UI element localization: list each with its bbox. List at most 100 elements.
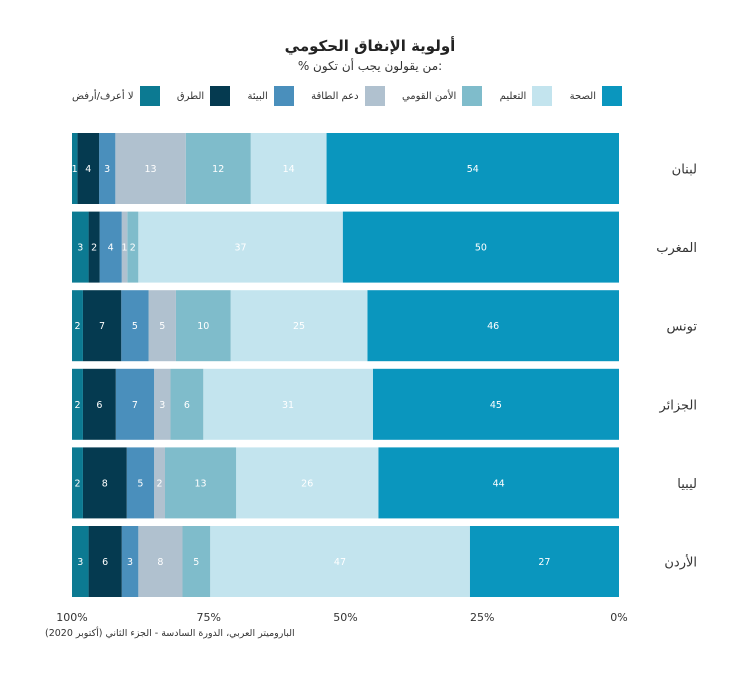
data-label: 5 bbox=[137, 478, 143, 489]
bar-segment bbox=[127, 211, 139, 283]
legend-swatch bbox=[364, 86, 385, 106]
data-label: 3 bbox=[127, 557, 133, 568]
data-label: 8 bbox=[157, 557, 163, 568]
bar-segment bbox=[82, 447, 127, 519]
bar-segment bbox=[469, 526, 619, 597]
data-label: 13 bbox=[195, 478, 207, 489]
legend-label: لا أعرف/أرفض bbox=[72, 90, 134, 102]
bar-segment bbox=[121, 526, 139, 597]
legend-label: التعليم bbox=[499, 90, 527, 102]
legend-label: الطرق bbox=[176, 90, 205, 102]
category-label: المغرب bbox=[656, 241, 697, 256]
data-label: 46 bbox=[487, 321, 499, 332]
category-label: الأردن bbox=[664, 554, 697, 571]
data-label: 47 bbox=[334, 557, 346, 568]
data-label: 4 bbox=[108, 243, 114, 254]
category-label: لبنان bbox=[672, 163, 697, 178]
legend-swatch bbox=[210, 86, 231, 106]
bar-segment bbox=[203, 368, 373, 440]
bar-segment bbox=[138, 211, 343, 283]
bar-segment bbox=[170, 368, 204, 440]
bar-segment bbox=[99, 211, 122, 283]
bar-segment bbox=[250, 133, 327, 204]
data-label: 26 bbox=[301, 478, 313, 489]
bar-segment bbox=[72, 526, 89, 597]
bar-segment bbox=[154, 368, 171, 440]
bar-segment bbox=[72, 133, 78, 204]
bar-segment bbox=[182, 526, 211, 597]
bar-segment bbox=[121, 290, 149, 362]
legend-item: لا أعرف/أرفض bbox=[72, 86, 160, 106]
legend-label: دعم الطاقة bbox=[311, 90, 359, 102]
legend-item: التعليم bbox=[500, 86, 553, 106]
data-label: 7 bbox=[132, 400, 138, 411]
bar-segment bbox=[210, 526, 470, 597]
bar-segment bbox=[185, 133, 251, 204]
category-label: ليبيا bbox=[677, 477, 697, 492]
data-label: 5 bbox=[159, 321, 165, 332]
legend-label: الصحة bbox=[569, 90, 596, 102]
bar-segment bbox=[88, 211, 100, 283]
bar-segment bbox=[175, 290, 231, 362]
data-label: 3 bbox=[77, 557, 83, 568]
data-label: 25 bbox=[293, 321, 305, 332]
data-label: 2 bbox=[91, 243, 97, 254]
data-label: 2 bbox=[74, 321, 80, 332]
legend-swatch bbox=[273, 86, 294, 106]
bar-segment bbox=[88, 526, 122, 597]
legend-item: الصحة bbox=[570, 86, 622, 106]
bar-segment bbox=[367, 290, 619, 362]
x-tick-label: 0% bbox=[610, 611, 627, 624]
bar-segment bbox=[82, 368, 116, 440]
legend-item: الأمن القومي bbox=[401, 86, 483, 106]
data-label: 1 bbox=[72, 164, 78, 175]
data-label: 6 bbox=[102, 557, 108, 568]
data-label: 37 bbox=[234, 243, 246, 254]
legend-swatch bbox=[139, 86, 160, 106]
data-label: 1 bbox=[121, 243, 127, 254]
bar-segment bbox=[126, 447, 155, 519]
data-label: 3 bbox=[159, 400, 165, 411]
data-label: 2 bbox=[130, 243, 136, 254]
bar-segment bbox=[154, 447, 165, 519]
bar-segment bbox=[378, 447, 619, 519]
category-label: تونس bbox=[666, 320, 697, 335]
data-label: 4 bbox=[85, 164, 91, 175]
legend-item: البيئة bbox=[248, 86, 294, 106]
bar-segment bbox=[82, 290, 122, 362]
data-label: 2 bbox=[74, 400, 80, 411]
x-tick-label: 100% bbox=[56, 611, 87, 624]
data-label: 10 bbox=[197, 321, 209, 332]
chart-legend: الصحة التعليم الأمن القومي دعم الطاقة البيئة… bbox=[72, 86, 622, 106]
data-label: 50 bbox=[475, 243, 487, 254]
bar-segment bbox=[72, 447, 83, 519]
legend-swatch bbox=[602, 86, 622, 106]
bar-segment bbox=[148, 290, 176, 362]
bar-segment bbox=[342, 211, 619, 283]
legend-item: دعم الطاقة bbox=[311, 86, 385, 106]
data-label: 27 bbox=[538, 557, 550, 568]
data-label: 54 bbox=[467, 164, 479, 175]
legend-swatch bbox=[532, 86, 553, 106]
data-label: 2 bbox=[156, 478, 162, 489]
data-label: 14 bbox=[283, 164, 295, 175]
chart-title: أولوية الإنفاق الحكومي bbox=[284, 37, 456, 55]
legend-label: الأمن القومي bbox=[401, 90, 457, 102]
data-label: 7 bbox=[99, 321, 105, 332]
data-label: 45 bbox=[490, 400, 502, 411]
data-label: 44 bbox=[493, 478, 505, 489]
data-label: 31 bbox=[282, 400, 294, 411]
x-tick-label: 25% bbox=[470, 611, 494, 624]
bar-segment bbox=[99, 133, 116, 204]
category-label: الجزائر bbox=[658, 398, 697, 413]
bar-segment bbox=[138, 526, 183, 597]
bar-segment bbox=[72, 211, 89, 283]
data-label: 3 bbox=[77, 243, 83, 254]
bar-segment bbox=[326, 133, 619, 204]
bar-segment bbox=[115, 133, 186, 204]
data-label: 12 bbox=[212, 164, 224, 175]
data-label: 5 bbox=[193, 557, 199, 568]
data-label: 13 bbox=[144, 164, 156, 175]
source-note: الباروميتر العربي، الدورة السادسة - الجز… bbox=[45, 628, 295, 639]
